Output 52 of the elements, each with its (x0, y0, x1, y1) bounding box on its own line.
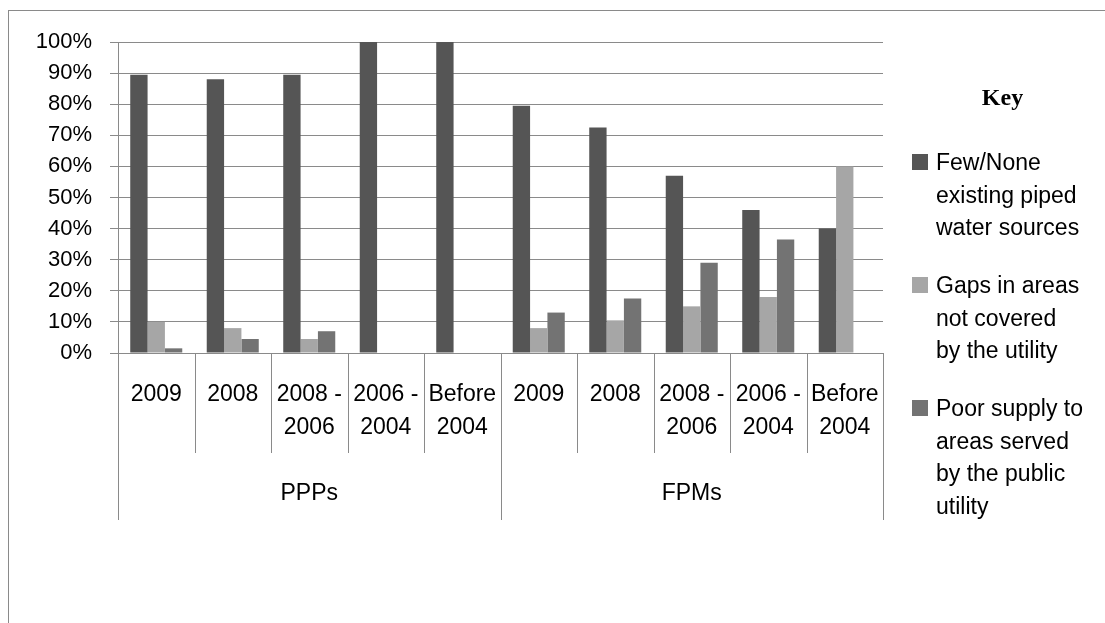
bar (623, 298, 642, 353)
bar (776, 239, 795, 353)
bar (683, 306, 701, 353)
text: FPMs (661, 479, 722, 506)
bar (818, 228, 837, 353)
bar (147, 321, 165, 353)
legend-label: Gaps in areas not covered by the utility (936, 271, 1081, 365)
y-tick-label: 10% (47, 307, 92, 333)
x-tick-label: 2006 - 2004 (353, 380, 419, 439)
bar (241, 339, 259, 353)
bar (436, 42, 454, 353)
y-tick-label: 80% (47, 90, 92, 116)
bar (836, 166, 854, 353)
x-tick-label: 2006 - 2004 (735, 380, 801, 439)
bar (283, 74, 301, 353)
y-tick-label: 30% (47, 245, 92, 271)
x-tick-label: 2008 - 2006 (276, 380, 342, 439)
bar (300, 339, 318, 353)
bar (700, 262, 718, 353)
y-tick-label: 60% (47, 152, 92, 178)
y-tick-label: 70% (47, 121, 92, 147)
legend-label: Poor supply to areas served by the public utility (936, 394, 1085, 521)
x-tick-label: 2008 - 2006 (659, 380, 725, 439)
bar (742, 209, 760, 353)
legend-label: Few/None existing piped water sources (936, 148, 1081, 242)
bar (164, 348, 183, 353)
bar (206, 79, 225, 353)
bar (359, 42, 378, 353)
bar (317, 331, 336, 353)
x-tick-label: Before 2004 (428, 380, 497, 439)
bar (224, 328, 242, 353)
x-tick-label: 2008 (589, 380, 641, 407)
bar (530, 328, 548, 353)
legend-title: Key (980, 83, 1025, 112)
x-tick-label: Before 2004 (810, 380, 879, 439)
bar (512, 105, 531, 353)
y-tick-label: 90% (47, 59, 92, 85)
bar (589, 127, 607, 353)
bar (547, 312, 565, 353)
y-tick-label: 0% (60, 339, 92, 365)
bar (665, 175, 684, 353)
bar (606, 320, 624, 353)
y-tick-label: 20% (47, 276, 92, 302)
y-tick-label: 50% (47, 183, 92, 209)
x-tick-label: 2009 (130, 380, 182, 407)
x-tick-label: 2009 (513, 380, 565, 407)
y-tick-label: 40% (47, 214, 92, 240)
bar (759, 297, 777, 353)
text: PPPs (280, 479, 339, 506)
x-tick-label: 2008 (207, 380, 259, 407)
bar (130, 74, 148, 353)
y-tick-label: 100% (35, 28, 92, 54)
